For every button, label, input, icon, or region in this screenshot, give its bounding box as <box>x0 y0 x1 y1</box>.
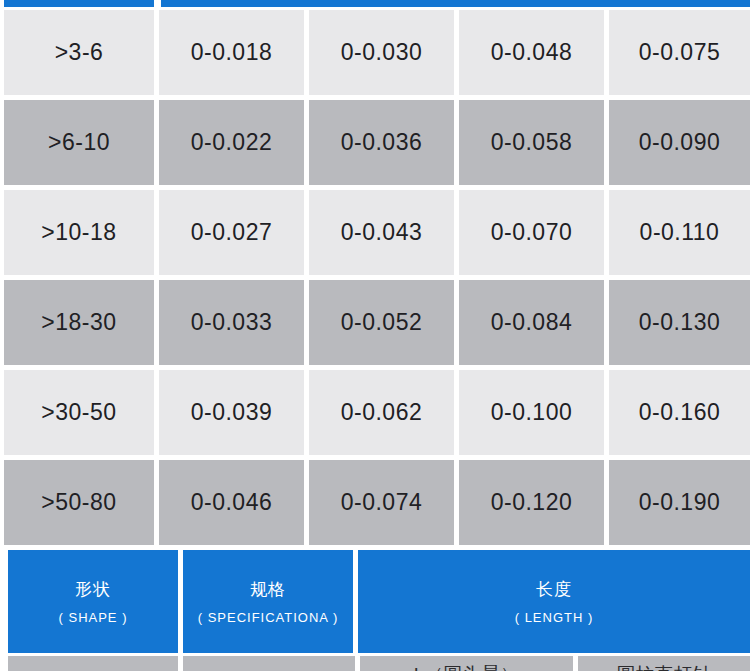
table-cell-value: 0-0.160 <box>609 370 750 455</box>
table-cell-value: 0-0.075 <box>609 10 750 95</box>
top-blue-strip <box>0 0 750 7</box>
table-cell-value: 0-0.030 <box>309 10 454 95</box>
partial-cell-length-right-text: 圆柱直杆针 <box>578 662 750 671</box>
partial-bottom-row: L（圆头晃） 圆柱直杆针 <box>8 656 750 671</box>
table-cell-range: >18-30 <box>4 280 154 365</box>
spec-header-length-en: ( LENGTH ) <box>515 610 594 625</box>
spec-header-shape-zh: 形状 <box>75 578 111 601</box>
table-cell-value: 0-0.110 <box>609 190 750 275</box>
table-cell-value: 0-0.190 <box>609 460 750 545</box>
table-cell-value: 0-0.100 <box>459 370 604 455</box>
spec-header-specification-en: ( SPECIFICATIONA ) <box>198 610 339 625</box>
spec-header-row: 形状 ( SHAPE ) 规格 ( SPECIFICATIONA ) 长度 ( … <box>8 550 750 653</box>
partial-cell-shape <box>8 656 178 671</box>
top-blue-strip-segment-left <box>4 0 154 7</box>
spec-header-length: 长度 ( LENGTH ) <box>358 550 750 653</box>
table-cell-range: >30-50 <box>4 370 154 455</box>
table-cell-value: 0-0.022 <box>159 100 304 185</box>
partial-cell-length-left-text: L（圆头晃） <box>360 662 573 671</box>
table-cell-value: 0-0.018 <box>159 10 304 95</box>
table-cell-value: 0-0.027 <box>159 190 304 275</box>
table-cell-value: 0-0.052 <box>309 280 454 365</box>
table-cell-value: 0-0.070 <box>459 190 604 275</box>
spec-header-specification-zh: 规格 <box>250 578 286 601</box>
table-cell-value: 0-0.074 <box>309 460 454 545</box>
partial-cell-specification <box>183 656 355 671</box>
partial-cell-length-left: L（圆头晃） <box>360 656 573 671</box>
partial-cell-length-right: 圆柱直杆针 <box>578 656 750 671</box>
table-cell-value: 0-0.036 <box>309 100 454 185</box>
table-cell-value: 0-0.033 <box>159 280 304 365</box>
spec-header-shape-en: ( SHAPE ) <box>59 610 128 625</box>
table-cell-value: 0-0.120 <box>459 460 604 545</box>
table-cell-value: 0-0.046 <box>159 460 304 545</box>
spec-header-shape: 形状 ( SHAPE ) <box>8 550 178 653</box>
table-cell-range: >10-18 <box>4 190 154 275</box>
table-cell-value: 0-0.058 <box>459 100 604 185</box>
tolerance-table: >3-6 0-0.018 0-0.030 0-0.048 0-0.075 >6-… <box>4 10 750 545</box>
table-cell-value: 0-0.084 <box>459 280 604 365</box>
table-cell-value: 0-0.090 <box>609 100 750 185</box>
table-cell-range: >6-10 <box>4 100 154 185</box>
table-cell-value: 0-0.062 <box>309 370 454 455</box>
table-cell-range: >3-6 <box>4 10 154 95</box>
spec-header-specification: 规格 ( SPECIFICATIONA ) <box>183 550 353 653</box>
table-cell-value: 0-0.043 <box>309 190 454 275</box>
table-cell-value: 0-0.130 <box>609 280 750 365</box>
table-cell-range: >50-80 <box>4 460 154 545</box>
table-cell-value: 0-0.048 <box>459 10 604 95</box>
table-cell-value: 0-0.039 <box>159 370 304 455</box>
spec-header-length-zh: 长度 <box>536 578 572 601</box>
top-blue-strip-segment-right <box>161 0 750 7</box>
